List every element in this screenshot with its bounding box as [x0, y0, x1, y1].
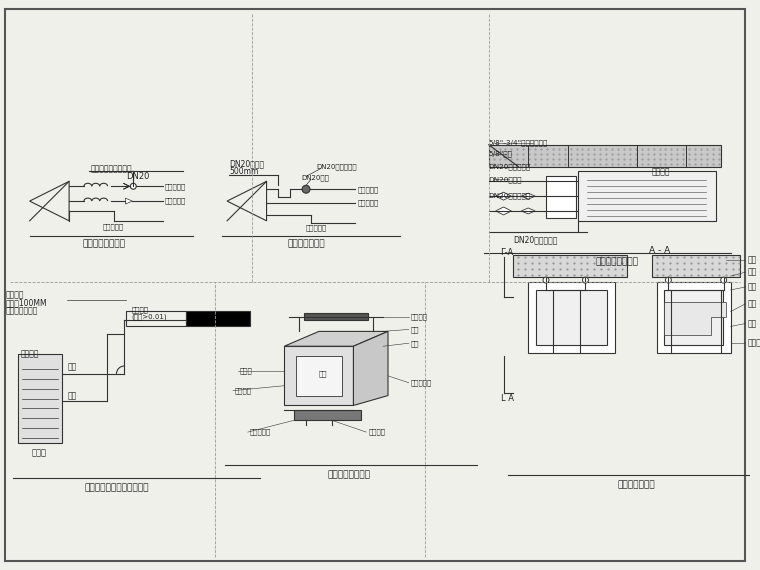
- Text: 吊装风管安装图: 吊装风管安装图: [618, 480, 656, 489]
- Text: 冷冻供水管: 冷冻供水管: [165, 198, 186, 205]
- Text: 辅导及处置: 辅导及处置: [410, 380, 432, 386]
- Text: 坡度未设置一十: 坡度未设置一十: [6, 306, 38, 315]
- Bar: [185, 311, 250, 327]
- Polygon shape: [125, 198, 132, 204]
- Text: 冷媒排水管: 冷媒排水管: [103, 223, 124, 230]
- Text: 一拖一空调机组运行系统图: 一拖一空调机组运行系统图: [84, 483, 149, 492]
- Text: 角铁: 角铁: [747, 268, 757, 276]
- Circle shape: [666, 277, 671, 283]
- Bar: [17, 354, 62, 443]
- Polygon shape: [353, 331, 388, 405]
- Circle shape: [543, 277, 549, 283]
- Text: 吊顶式风机接管图: 吊顶式风机接管图: [82, 239, 125, 248]
- Text: 冷媒排水管: 冷媒排水管: [306, 225, 327, 231]
- Text: A - A: A - A: [648, 246, 670, 255]
- Polygon shape: [284, 331, 388, 346]
- Text: DN20冷媒排水管: DN20冷媒排水管: [489, 193, 531, 200]
- Text: 5/8"-3/4"铜索，制振垫: 5/8"-3/4"铜索，制振垫: [489, 140, 548, 146]
- Text: 保温风管安装详图: 保温风管安装详图: [327, 470, 370, 479]
- Text: 半径为100MM: 半径为100MM: [6, 298, 48, 307]
- Text: DN20阀门: DN20阀门: [301, 174, 329, 181]
- Text: DN20截断阀: DN20截断阀: [489, 176, 522, 182]
- Bar: [664, 290, 723, 345]
- Text: 角铁: 角铁: [410, 326, 420, 333]
- Text: 风管: 风管: [319, 370, 328, 377]
- Text: 岩棉板帆: 岩棉板帆: [235, 388, 252, 394]
- Text: 螺栓: 螺栓: [747, 256, 757, 265]
- Circle shape: [720, 277, 727, 283]
- Text: 冷冻回水管: 冷冻回水管: [165, 183, 186, 190]
- Bar: [126, 311, 185, 327]
- Text: 冷冻供水管: 冷冻供水管: [357, 200, 378, 206]
- Text: 风管: 风管: [747, 299, 757, 308]
- Text: L A: L A: [501, 394, 514, 403]
- Polygon shape: [296, 356, 341, 396]
- Text: 液管: 液管: [67, 391, 77, 400]
- Text: 吊件: 吊件: [747, 283, 757, 291]
- Text: 管节: 管节: [410, 340, 420, 347]
- Text: DN20来接管: DN20来接管: [229, 159, 264, 168]
- Text: 保温层: 保温层: [240, 368, 252, 374]
- Text: 防腐处理: 防腐处理: [369, 429, 385, 435]
- Text: 风管: 风管: [67, 363, 77, 372]
- Text: 膨胀螺丝: 膨胀螺丝: [651, 167, 670, 176]
- Text: 膨胀栓: 膨胀栓: [747, 339, 760, 348]
- Circle shape: [302, 185, 310, 193]
- Text: 冷媒水管: 冷媒水管: [131, 307, 148, 313]
- Polygon shape: [496, 207, 511, 215]
- Text: 比例积分电动二通阀: 比例积分电动二通阀: [91, 164, 132, 173]
- Bar: [294, 410, 361, 420]
- Polygon shape: [521, 193, 535, 199]
- Text: (坡度>0.01): (坡度>0.01): [131, 314, 167, 320]
- Text: 风机盘管配管图: 风机盘管配管图: [287, 239, 325, 248]
- Text: 5/8"铜管: 5/8"铜管: [489, 150, 513, 157]
- Text: DN20冷媒排水管: DN20冷媒排水管: [514, 235, 558, 244]
- Bar: [546, 176, 575, 218]
- Polygon shape: [496, 192, 511, 200]
- Bar: [514, 255, 627, 277]
- Text: 风机盘管安装详图: 风机盘管安装详图: [596, 258, 638, 267]
- Polygon shape: [123, 184, 129, 189]
- Circle shape: [130, 184, 136, 189]
- Text: DN20电磁二通阀: DN20电磁二通阀: [316, 163, 356, 170]
- Text: DN20电动二通阀: DN20电动二通阀: [489, 163, 531, 170]
- Bar: [304, 312, 369, 320]
- Circle shape: [582, 277, 588, 283]
- Text: DN20: DN20: [126, 172, 150, 181]
- Polygon shape: [664, 302, 726, 335]
- Text: 膨胀截断: 膨胀截断: [21, 349, 40, 359]
- Text: 警告及检测: 警告及检测: [250, 429, 271, 435]
- Bar: [528, 282, 615, 353]
- Text: Γ-A: Γ-A: [501, 248, 514, 257]
- Text: 通道: 通道: [747, 319, 757, 328]
- Text: 冷冻回水管: 冷冻回水管: [357, 186, 378, 193]
- Bar: [536, 290, 607, 345]
- Bar: [578, 172, 716, 221]
- Text: 排油管管: 排油管管: [6, 290, 24, 299]
- Polygon shape: [284, 346, 353, 405]
- Polygon shape: [521, 208, 535, 214]
- Bar: [657, 282, 730, 353]
- Text: 室外机: 室外机: [32, 449, 47, 457]
- Bar: [489, 145, 720, 166]
- Text: 膨胀螺丝: 膨胀螺丝: [410, 314, 428, 320]
- Text: 500mm: 500mm: [229, 167, 258, 176]
- Bar: [651, 255, 740, 277]
